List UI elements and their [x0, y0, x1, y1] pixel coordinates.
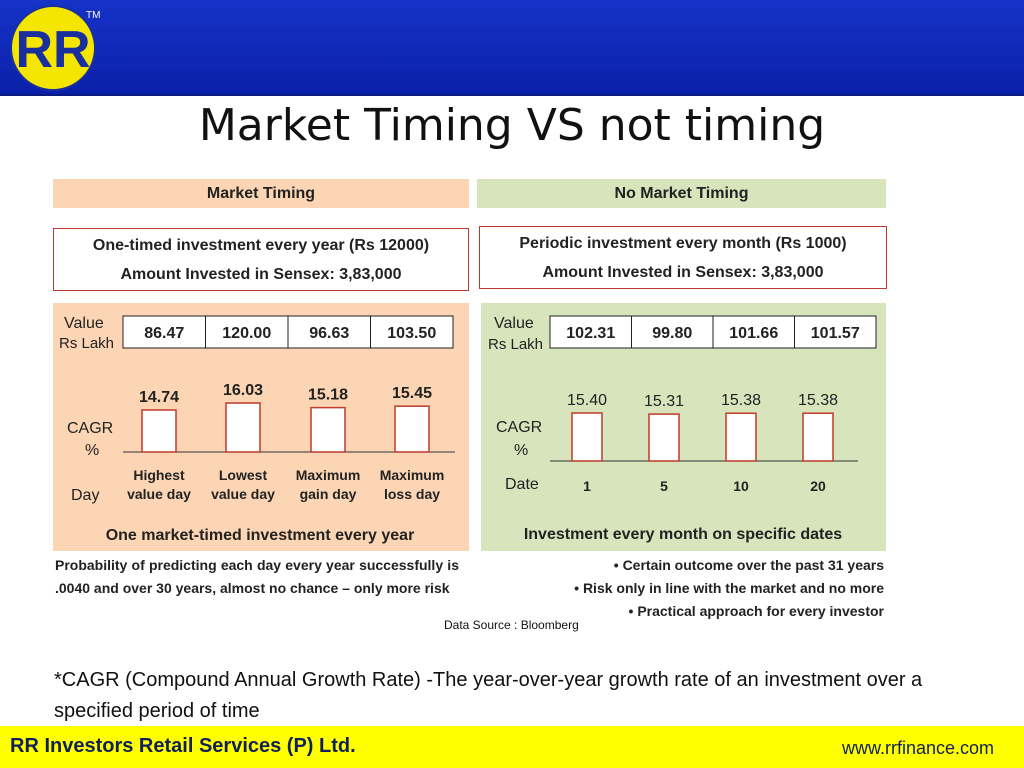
category-label: 5 [660, 478, 668, 494]
portfolio-value-cell: 101.66 [729, 325, 778, 342]
left-cagr-label: CAGR [67, 420, 113, 437]
footer-bar [0, 726, 1024, 768]
category-label: Highest [133, 467, 185, 483]
company-name: RR Investors Retail Services (P) Ltd. [10, 735, 356, 757]
market-timing-line2: Amount Invested in Sensex: 3,83,000 [120, 266, 402, 283]
bar-value-label: 16.03 [223, 382, 263, 399]
company-logo: RR [10, 5, 96, 91]
no-market-timing-line2: Amount Invested in Sensex: 3,83,000 [542, 264, 824, 281]
right-date-label: Date [505, 476, 539, 493]
bar-value-label: 15.38 [798, 392, 838, 409]
bar-value-label: 15.40 [567, 392, 607, 409]
market-timing-chart: Value Rs Lakh 86.47 120.00 96.63 103.50 CAG… [59, 315, 455, 544]
portfolio-value-cell: 120.00 [222, 325, 271, 342]
category-label: Maximum [380, 467, 445, 483]
cagr-bar [141, 409, 177, 453]
category-label: 1 [583, 478, 591, 494]
bar-value-label: 15.38 [721, 392, 761, 409]
bullet-item: • Risk only in line with the market and … [574, 580, 884, 596]
cagr-bar [648, 413, 680, 462]
market-timing-line1: One-timed investment every year (Rs 1200… [92, 237, 430, 254]
right-unit-label: Rs Lakh [488, 336, 543, 353]
portfolio-value-cell: 103.50 [387, 325, 436, 342]
cagr-bar [571, 412, 603, 462]
portfolio-value-cell: 99.80 [652, 325, 692, 342]
cagr-definition: *CAGR (Compound Annual Growth Rate) -The… [54, 669, 923, 722]
portfolio-value-cell: 86.47 [144, 325, 184, 342]
bar-value-label: 15.31 [644, 393, 684, 410]
category-label: Maximum [296, 467, 361, 483]
bullet-item: • Practical approach for every investor [628, 603, 884, 619]
cagr-bar [725, 412, 757, 462]
cagr-bar [802, 412, 834, 462]
category-label: 10 [733, 478, 749, 494]
no-market-timing-line1: Periodic investment every month (Rs 1000… [519, 235, 847, 252]
right-value-label: Value [494, 315, 534, 332]
category-label: loss day [384, 486, 440, 502]
portfolio-value-cell: 96.63 [309, 325, 349, 342]
no-market-timing-info-box: Periodic investment every month (Rs 1000… [479, 226, 887, 289]
no-market-timing-chart: Value Rs Lakh 102.31 99.80 101.66 101.57 CA… [488, 315, 877, 543]
cagr-bar [225, 402, 261, 453]
no-market-timing-bullets: • Certain outcome over the past 31 years… [500, 554, 884, 623]
bar-value-label: 15.18 [308, 387, 348, 404]
bar-value-label: 14.74 [139, 389, 179, 406]
left-pct-label: % [85, 442, 99, 459]
portfolio-value-cell: 102.31 [566, 325, 615, 342]
category-label: gain day [300, 486, 357, 502]
left-unit-label: Rs Lakh [59, 335, 114, 352]
page-title: Market Timing VS not timing [198, 100, 826, 151]
market-timing-info-box: One-timed investment every year (Rs 1200… [53, 228, 469, 291]
left-day-label: Day [71, 487, 99, 504]
right-pct-label: % [514, 442, 528, 459]
logo-text: RR [15, 21, 90, 79]
category-label: value day [127, 486, 191, 502]
data-source-label: Data Source : Bloomberg [444, 618, 579, 632]
left-chart-caption: One market-timed investment every year [106, 527, 415, 544]
category-label: Lowest [219, 467, 268, 483]
website-link[interactable]: www.rrfinance.com [841, 738, 994, 758]
bar-value-label: 15.45 [392, 385, 432, 402]
category-label: value day [211, 486, 275, 502]
category-label: 20 [810, 478, 826, 494]
left-value-label: Value [64, 315, 104, 332]
cagr-bar [310, 406, 346, 453]
bullet-item: • Certain outcome over the past 31 years [613, 557, 884, 573]
market-timing-header: Market Timing [53, 179, 469, 208]
header-bar [0, 0, 1024, 96]
right-chart-caption: Investment every month on specific dates [524, 526, 842, 543]
portfolio-value-cell: 101.57 [811, 325, 860, 342]
cagr-bar [394, 405, 430, 453]
trademark-mark: TM [86, 10, 101, 21]
no-market-timing-header: No Market Timing [477, 179, 886, 208]
market-timing-note: Probability of predicting each day every… [55, 557, 459, 596]
right-cagr-label: CAGR [496, 419, 542, 436]
